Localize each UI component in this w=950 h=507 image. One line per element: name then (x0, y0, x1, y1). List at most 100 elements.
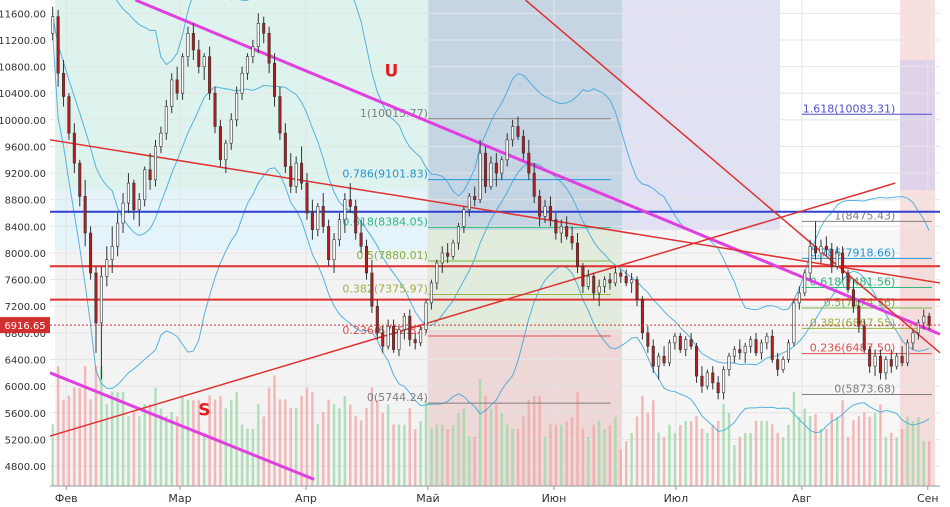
candle-body (294, 162, 298, 187)
current-price-tag: 6916.65 (0, 317, 940, 334)
volume-bar (138, 416, 141, 486)
candle-body (370, 272, 374, 307)
volume-bar (403, 424, 406, 486)
volume-bar (765, 421, 769, 486)
candle-body (72, 132, 76, 164)
candle-body (916, 322, 920, 334)
volume-bar (213, 399, 217, 486)
volume-bar (165, 416, 168, 486)
volume-bar (641, 395, 644, 486)
candle-body (868, 349, 872, 367)
candle-body (889, 359, 893, 367)
zone-3 (428, 0, 622, 230)
candle-body (78, 162, 82, 197)
volume-bar (771, 424, 774, 486)
candle-body (862, 325, 866, 350)
volume-bar (500, 412, 503, 486)
volume-bar (311, 392, 314, 486)
volume-bar (419, 421, 422, 486)
y-tick-label: 8400.00 (5, 222, 46, 233)
candle-body (240, 72, 244, 94)
candle-body (186, 32, 190, 57)
volume-bar (565, 420, 568, 486)
volume-bar (624, 441, 628, 486)
volume-bar (538, 396, 541, 486)
volume-bar (251, 428, 255, 486)
trendline-2 (49, 182, 896, 437)
volume-bar (516, 428, 520, 486)
zone-7 (428, 330, 622, 486)
volume-bar (657, 432, 660, 486)
candle-body (99, 275, 103, 324)
volume-bar (841, 400, 844, 486)
volume-bar (819, 428, 823, 486)
candle-body (343, 199, 347, 220)
x-tick-label: Июн (542, 492, 567, 505)
y-tick-label: 10400.00 (0, 89, 46, 100)
candle-body (749, 339, 753, 347)
volume-bar (592, 424, 595, 486)
current-price-label: 6916.65 (4, 321, 45, 332)
candle-body (94, 272, 98, 324)
candle-body (51, 16, 55, 34)
candle-body (759, 342, 763, 354)
candle-body (830, 249, 834, 267)
candle-body (484, 152, 488, 187)
volume-bar (413, 429, 417, 486)
volume-bar (94, 366, 98, 486)
volume-bar (408, 408, 412, 486)
volume-bar (224, 408, 228, 486)
volume-bar (175, 416, 179, 486)
volume-bar (706, 433, 709, 486)
candle-body (56, 16, 60, 74)
candle-body (732, 349, 736, 357)
candle-body (278, 96, 282, 134)
zone-5 (622, 0, 780, 230)
volume-bar (100, 366, 103, 486)
y-tick-label: 8000.00 (5, 249, 46, 260)
volume-bar (511, 428, 514, 486)
candle-body (208, 56, 212, 94)
volume-bar (549, 424, 552, 486)
y-tick-label: 8800.00 (5, 196, 46, 207)
volume-bar (727, 412, 731, 486)
fib2-label-3: 0.618(7481.56) (810, 276, 896, 289)
candle-body (819, 246, 823, 254)
trendline-3 (49, 139, 941, 284)
annotation-s: S (198, 400, 210, 420)
volume-bar (543, 436, 547, 486)
fib1-label-3: 0.5(7880.01) (356, 249, 428, 262)
volume-bar (852, 420, 855, 486)
candle-body (586, 275, 590, 287)
volume-bar (749, 433, 752, 486)
x-tick-label: Апр (295, 492, 317, 505)
candle-body (164, 106, 168, 134)
y-tick-label: 5600.00 (5, 409, 46, 420)
candle-body (381, 332, 385, 347)
volume-bar (798, 416, 801, 486)
volume-bar (435, 424, 439, 486)
fib2-label-0: 1.618(10083.31) (803, 102, 896, 115)
candle-body (83, 196, 87, 234)
candle-body (251, 46, 255, 57)
band-line-2 (52, 16, 930, 366)
volume-bar (900, 429, 904, 486)
candle-body (559, 226, 563, 234)
candle-body (424, 302, 428, 330)
candle-body (327, 226, 331, 260)
volume-bar (349, 404, 352, 486)
volume-bar (78, 387, 81, 486)
candle-body (792, 302, 796, 344)
volume-bar (733, 445, 736, 486)
volume-bar (689, 421, 693, 486)
candle-body (657, 355, 661, 367)
candle-body (143, 169, 147, 201)
candle-body (159, 132, 163, 147)
candle-body (273, 62, 277, 97)
volume-bar (738, 437, 742, 486)
candle-body (770, 335, 774, 360)
candle-body (797, 292, 801, 304)
x-tick-label: Сен (917, 492, 939, 505)
y-tick-label: 10800.00 (0, 63, 46, 74)
